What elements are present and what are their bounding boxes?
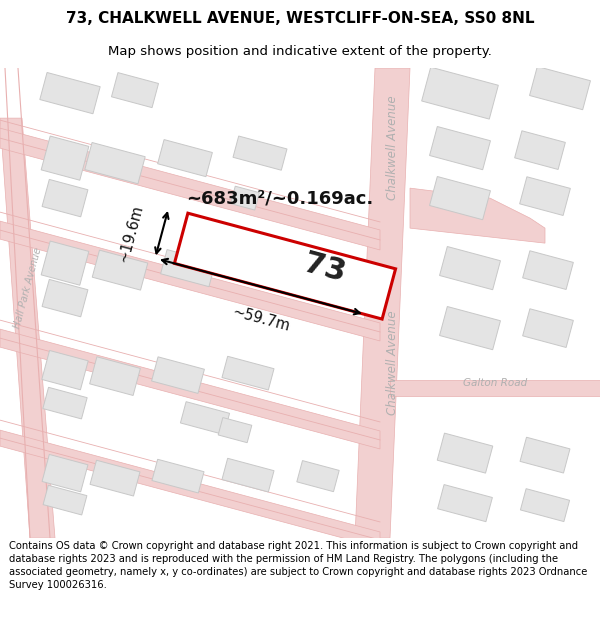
- Text: Hall Park Avenue: Hall Park Avenue: [13, 247, 44, 329]
- Text: 73, CHALKWELL AVENUE, WESTCLIFF-ON-SEA, SS0 8NL: 73, CHALKWELL AVENUE, WESTCLIFF-ON-SEA, …: [66, 11, 534, 26]
- Polygon shape: [430, 126, 490, 170]
- Polygon shape: [515, 131, 565, 169]
- Text: Galton Road: Galton Road: [463, 378, 527, 388]
- Polygon shape: [92, 250, 148, 290]
- Text: ~59.7m: ~59.7m: [230, 304, 292, 334]
- Text: ~683m²/~0.169ac.: ~683m²/~0.169ac.: [187, 189, 374, 207]
- Polygon shape: [41, 241, 89, 285]
- Polygon shape: [0, 221, 380, 341]
- Polygon shape: [440, 306, 500, 350]
- Polygon shape: [437, 484, 493, 522]
- Polygon shape: [218, 418, 252, 442]
- Polygon shape: [222, 458, 274, 492]
- Polygon shape: [520, 489, 569, 522]
- Polygon shape: [231, 249, 285, 283]
- Text: ~19.6m: ~19.6m: [116, 202, 146, 264]
- Polygon shape: [42, 279, 88, 317]
- Polygon shape: [355, 68, 410, 538]
- Polygon shape: [41, 136, 89, 180]
- Text: Chalkwell Avenue: Chalkwell Avenue: [386, 96, 400, 201]
- Text: Contains OS data © Crown copyright and database right 2021. This information is : Contains OS data © Crown copyright and d…: [9, 541, 587, 590]
- Polygon shape: [230, 186, 259, 210]
- Polygon shape: [0, 430, 380, 548]
- Polygon shape: [43, 388, 87, 419]
- Polygon shape: [523, 309, 574, 348]
- Polygon shape: [440, 246, 500, 290]
- Polygon shape: [42, 454, 88, 492]
- Polygon shape: [520, 438, 570, 473]
- Polygon shape: [520, 177, 571, 216]
- Polygon shape: [0, 329, 380, 449]
- Polygon shape: [0, 128, 380, 250]
- Polygon shape: [0, 118, 55, 538]
- Polygon shape: [523, 251, 574, 289]
- Polygon shape: [437, 433, 493, 473]
- Polygon shape: [530, 66, 590, 110]
- Polygon shape: [158, 139, 212, 177]
- Polygon shape: [390, 380, 600, 396]
- Polygon shape: [161, 249, 215, 287]
- Polygon shape: [40, 72, 100, 114]
- Polygon shape: [85, 142, 145, 184]
- Polygon shape: [112, 72, 158, 107]
- Polygon shape: [43, 485, 87, 515]
- Polygon shape: [233, 136, 287, 170]
- Polygon shape: [89, 357, 140, 396]
- Polygon shape: [181, 402, 230, 434]
- Polygon shape: [222, 356, 274, 390]
- Text: Chalkwell Avenue: Chalkwell Avenue: [386, 311, 400, 416]
- Polygon shape: [42, 351, 88, 390]
- Polygon shape: [152, 357, 205, 393]
- Polygon shape: [175, 213, 395, 319]
- Polygon shape: [410, 188, 545, 243]
- Polygon shape: [152, 459, 204, 493]
- Polygon shape: [422, 67, 499, 119]
- Polygon shape: [297, 461, 339, 492]
- Text: Map shows position and indicative extent of the property.: Map shows position and indicative extent…: [108, 46, 492, 58]
- Polygon shape: [42, 179, 88, 217]
- Text: 73: 73: [301, 249, 349, 288]
- Polygon shape: [430, 176, 490, 220]
- Polygon shape: [90, 460, 140, 496]
